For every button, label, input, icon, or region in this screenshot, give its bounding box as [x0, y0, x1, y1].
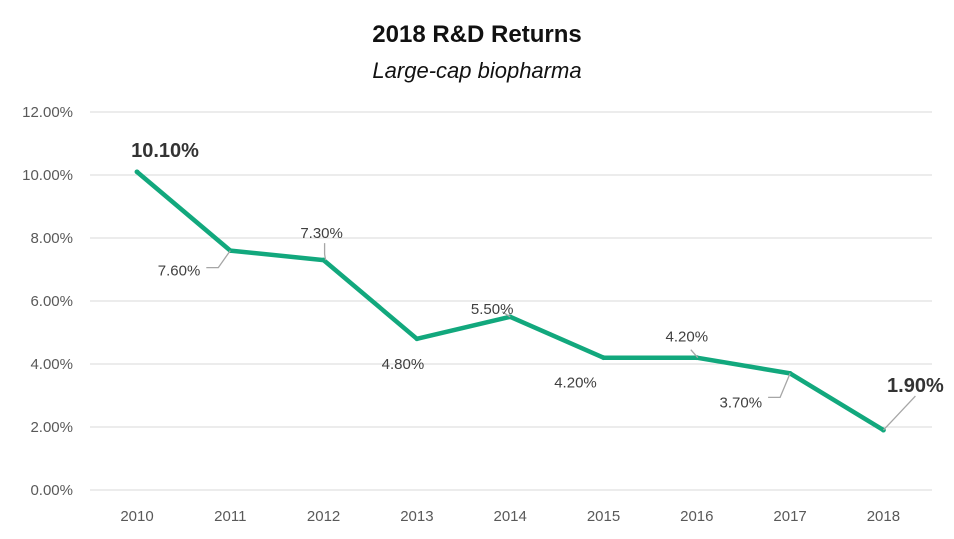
x-axis-tick-labels: 2010 2011 2012 2013 2014 2015 2016 2017 2018 [120, 508, 900, 525]
x-tick-label: 2016 [680, 508, 713, 525]
data-label: 10.10% [131, 140, 199, 162]
label-leader-lines [206, 243, 916, 431]
data-label: 1.90% [887, 375, 944, 397]
data-point [414, 336, 420, 342]
x-tick-label: 2017 [773, 508, 806, 525]
x-tick-label: 2014 [494, 508, 527, 525]
leader-line [768, 373, 791, 399]
y-tick-label: 2.00% [30, 419, 73, 436]
leader-line [206, 250, 231, 269]
chart-subtitle: Large-cap biopharma [372, 58, 581, 83]
leader-line [501, 311, 511, 318]
chart-title: 2018 R&D Returns [372, 21, 581, 48]
x-tick-label: 2015 [587, 508, 620, 525]
leader-line [690, 349, 699, 359]
data-label: 4.80% [382, 356, 425, 373]
data-label: 4.20% [666, 329, 709, 346]
y-tick-label: 10.00% [22, 167, 73, 184]
data-label: 7.30% [300, 225, 343, 242]
y-tick-label: 8.00% [30, 230, 73, 247]
data-point [694, 355, 700, 361]
leader-line [882, 395, 916, 431]
y-tick-label: 6.00% [30, 293, 73, 310]
y-axis-tick-labels: 0.00% 2.00% 4.00% 6.00% 8.00% 10.00% 12.00% [22, 104, 73, 499]
data-label: 4.20% [554, 375, 597, 392]
x-tick-label: 2013 [400, 508, 433, 525]
x-tick-label: 2018 [867, 508, 900, 525]
gridlines [90, 111, 932, 491]
x-tick-label: 2010 [120, 508, 153, 525]
leader-line [323, 243, 327, 261]
data-point [134, 169, 140, 175]
x-tick-label: 2012 [307, 508, 340, 525]
data-labels: 10.10% 7.60% 7.30% 4.80% 5.50% 4.20% 4.20% 3.70… [131, 140, 944, 412]
data-point [601, 355, 606, 361]
data-label: 3.70% [720, 394, 763, 411]
y-tick-label: 12.00% [22, 104, 73, 121]
data-label: 7.60% [158, 263, 201, 280]
y-tick-label: 4.00% [30, 356, 73, 373]
y-tick-label: 0.00% [30, 482, 73, 499]
data-label: 5.50% [471, 301, 514, 318]
x-tick-label: 2011 [214, 508, 246, 525]
